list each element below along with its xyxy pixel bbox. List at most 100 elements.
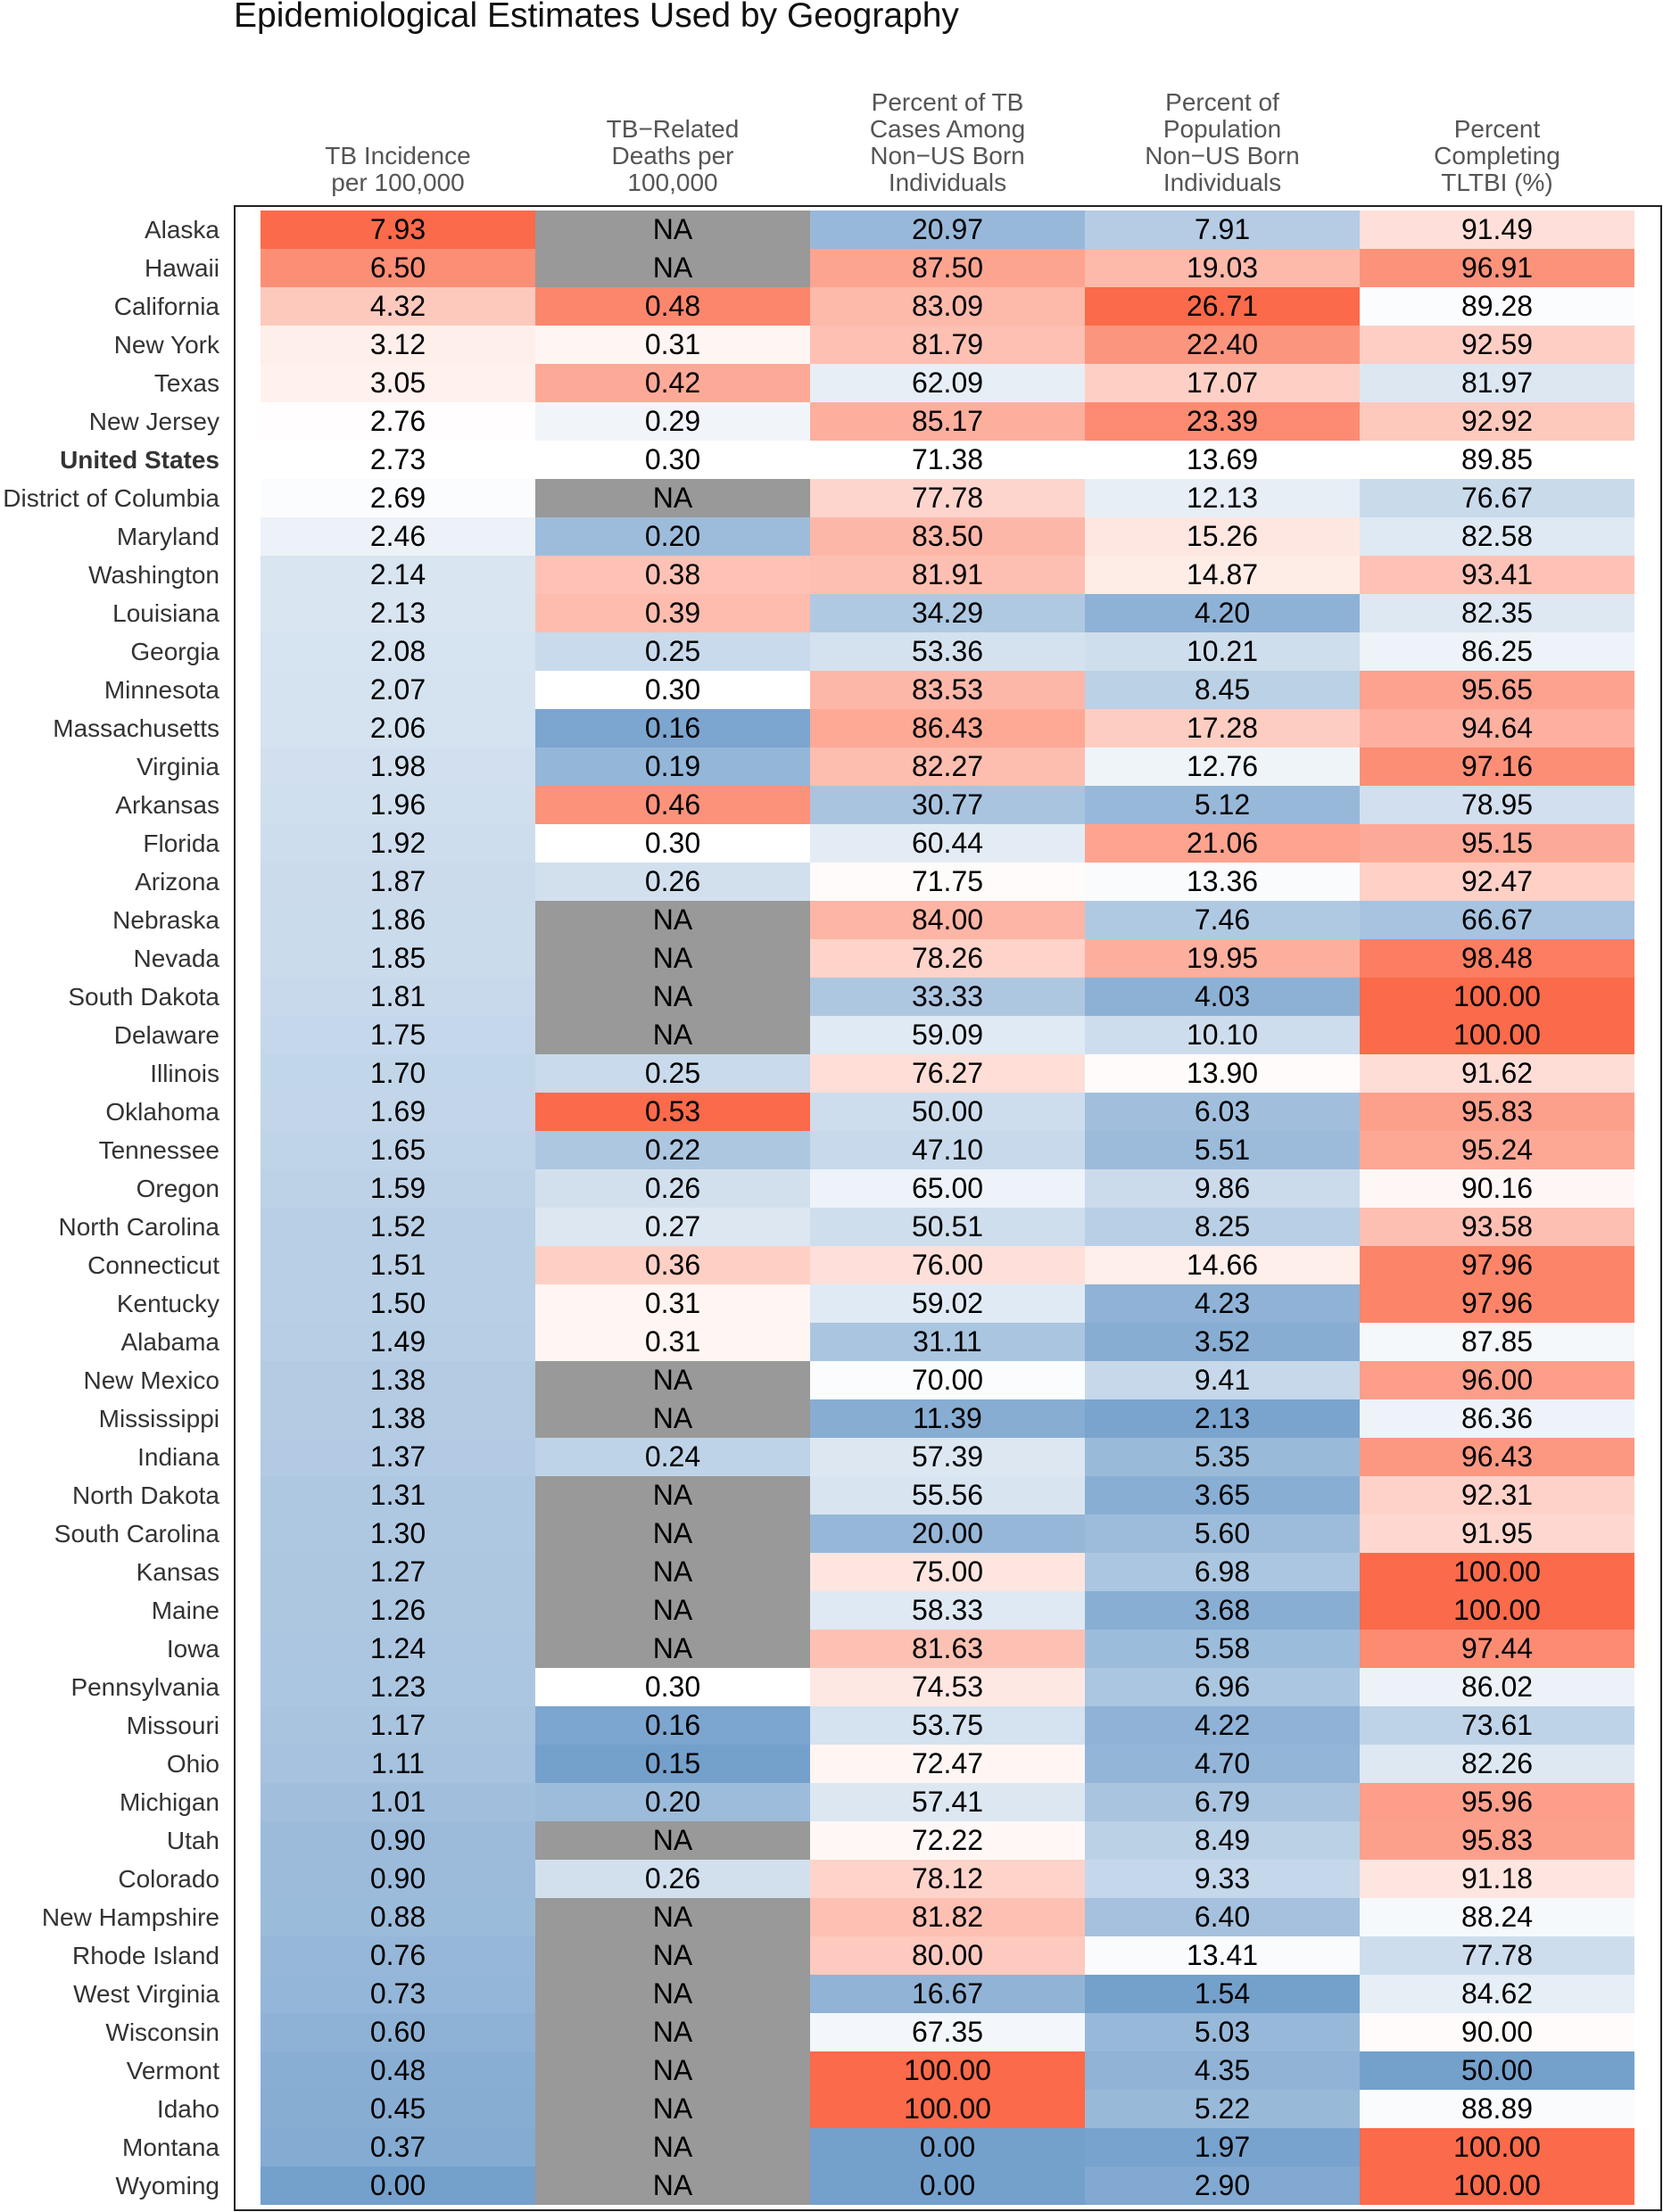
- heatmap-cell: 73.61: [1360, 1706, 1634, 1745]
- heatmap-cell: 2.69: [261, 479, 535, 517]
- heatmap-cell: 95.24: [1360, 1131, 1634, 1169]
- heatmap-cell: 6.79: [1085, 1783, 1360, 1821]
- heatmap-cell: 19.95: [1085, 939, 1360, 978]
- column-header: Percent of Population Non−US Born Indivi…: [1145, 88, 1300, 196]
- heatmap-cell: 0.90: [261, 1860, 535, 1898]
- heatmap-cell: 96.00: [1360, 1361, 1634, 1399]
- heatmap-cell: 83.53: [810, 671, 1085, 709]
- row-label: Texas: [153, 369, 219, 397]
- heatmap-cell: 91.95: [1360, 1515, 1634, 1553]
- heatmap-cell: NA: [535, 2128, 810, 2167]
- heatmap-cell: 91.62: [1360, 1054, 1634, 1093]
- heatmap-cell: 1.01: [261, 1783, 535, 1821]
- heatmap-cell: 8.45: [1085, 671, 1360, 709]
- heatmap-cell: 84.00: [810, 901, 1085, 939]
- heatmap-cell: 0.26: [535, 1860, 810, 1898]
- row-label: Massachusetts: [53, 714, 219, 742]
- heatmap-cell: 0.16: [535, 709, 810, 747]
- heatmap-cell: 2.07: [261, 671, 535, 709]
- heatmap-cell: 93.58: [1360, 1208, 1634, 1246]
- heatmap-cell: 1.54: [1085, 1975, 1360, 2013]
- heatmap-cell: 92.59: [1360, 326, 1634, 364]
- row-label: South Dakota: [68, 983, 219, 1011]
- heatmap-cell: 60.44: [810, 824, 1085, 863]
- heatmap-cell: 2.13: [261, 594, 535, 632]
- row-label: Rhode Island: [71, 1942, 219, 1969]
- heatmap-cell: 0.00: [261, 2167, 535, 2205]
- row-label: Alabama: [120, 1328, 219, 1356]
- heatmap-cell: 1.52: [261, 1208, 535, 1246]
- heatmap-cell: 4.22: [1085, 1706, 1360, 1745]
- heatmap-cell: 11.39: [810, 1399, 1085, 1438]
- heatmap-cell: 92.31: [1360, 1476, 1634, 1515]
- heatmap-cell: NA: [535, 1821, 810, 1860]
- heatmap-cell: 14.66: [1085, 1246, 1360, 1284]
- heatmap-cell: 83.50: [810, 517, 1085, 556]
- heatmap-cell: 0.76: [261, 1936, 535, 1975]
- heatmap-cell: 5.12: [1085, 786, 1360, 824]
- heatmap-cell: 2.06: [261, 709, 535, 747]
- heatmap-cell: 50.51: [810, 1208, 1085, 1246]
- heatmap-cell: 86.02: [1360, 1668, 1634, 1706]
- heatmap-cell: 4.20: [1085, 594, 1360, 632]
- row-label: Georgia: [130, 638, 219, 665]
- row-label: Indiana: [137, 1443, 219, 1471]
- heatmap-cell: 1.30: [261, 1515, 535, 1553]
- heatmap-cell: 96.91: [1360, 249, 1634, 287]
- chart-title: Epidemiological Estimates Used by Geogra…: [234, 0, 959, 35]
- row-label: Utah: [166, 1827, 219, 1854]
- heatmap-cell: 0.53: [535, 1093, 810, 1131]
- heatmap-cell: 78.95: [1360, 786, 1634, 824]
- row-label: Michigan: [119, 1788, 219, 1816]
- heatmap-cell: 1.49: [261, 1323, 535, 1361]
- heatmap-cell: 0.30: [535, 671, 810, 709]
- heatmap-cell: NA: [535, 1016, 810, 1054]
- heatmap-cell: 34.29: [810, 594, 1085, 632]
- heatmap-cell: 98.48: [1360, 939, 1634, 978]
- heatmap-cell: 2.73: [261, 441, 535, 479]
- heatmap-cell: 33.33: [810, 978, 1085, 1016]
- row-label: Colorado: [118, 1865, 219, 1893]
- heatmap-cell: NA: [535, 479, 810, 517]
- heatmap-cell: NA: [535, 2090, 810, 2128]
- heatmap-cell: 1.97: [1085, 2128, 1360, 2167]
- heatmap-cell: 78.26: [810, 939, 1085, 978]
- heatmap-cell: NA: [535, 1515, 810, 1553]
- heatmap-cell: 1.70: [261, 1054, 535, 1093]
- heatmap-cell: 17.28: [1085, 709, 1360, 747]
- heatmap-cell: 77.78: [1360, 1936, 1634, 1975]
- heatmap-cell: 3.05: [261, 364, 535, 402]
- column-header: TB Incidence per 100,000: [325, 142, 471, 196]
- heatmap-cell: 16.67: [810, 1975, 1085, 2013]
- heatmap-cell: NA: [535, 978, 810, 1016]
- column-header: Percent of TB Cases Among Non−US Born In…: [869, 88, 1026, 196]
- heatmap-cell: 97.96: [1360, 1246, 1634, 1284]
- heatmap-cell: 2.08: [261, 632, 535, 671]
- heatmap-cell: 3.12: [261, 326, 535, 364]
- heatmap-cell: 5.51: [1085, 1131, 1360, 1169]
- heatmap-cell: 0.31: [535, 326, 810, 364]
- heatmap-cell: 77.78: [810, 479, 1085, 517]
- column-header: TB−Related Deaths per 100,000: [606, 115, 740, 196]
- heatmap-cell: 90.00: [1360, 2013, 1634, 2051]
- heatmap-cell: 6.96: [1085, 1668, 1360, 1706]
- row-label: Washington: [88, 561, 219, 589]
- heatmap-cell: 0.30: [535, 441, 810, 479]
- row-label: Missouri: [126, 1712, 219, 1739]
- heatmap-cell: 3.68: [1085, 1591, 1360, 1630]
- heatmap-cell: 31.11: [810, 1323, 1085, 1361]
- heatmap-cell: 2.76: [261, 402, 535, 441]
- heatmap-cell: 1.11: [261, 1745, 535, 1783]
- row-label: Hawaii: [144, 254, 219, 282]
- row-label: Florida: [143, 830, 219, 857]
- row-label: Idaho: [156, 2095, 219, 2123]
- heatmap-cell: 95.15: [1360, 824, 1634, 863]
- heatmap-cell: 97.16: [1360, 747, 1634, 786]
- heatmap-cell: 100.00: [810, 2090, 1085, 2128]
- row-label: New Hampshire: [41, 1903, 219, 1931]
- heatmap-cell: 93.41: [1360, 556, 1634, 594]
- heatmap-cell: 84.62: [1360, 1975, 1634, 2013]
- heatmap-cell: 0.20: [535, 517, 810, 556]
- heatmap-cell: 0.25: [535, 1054, 810, 1093]
